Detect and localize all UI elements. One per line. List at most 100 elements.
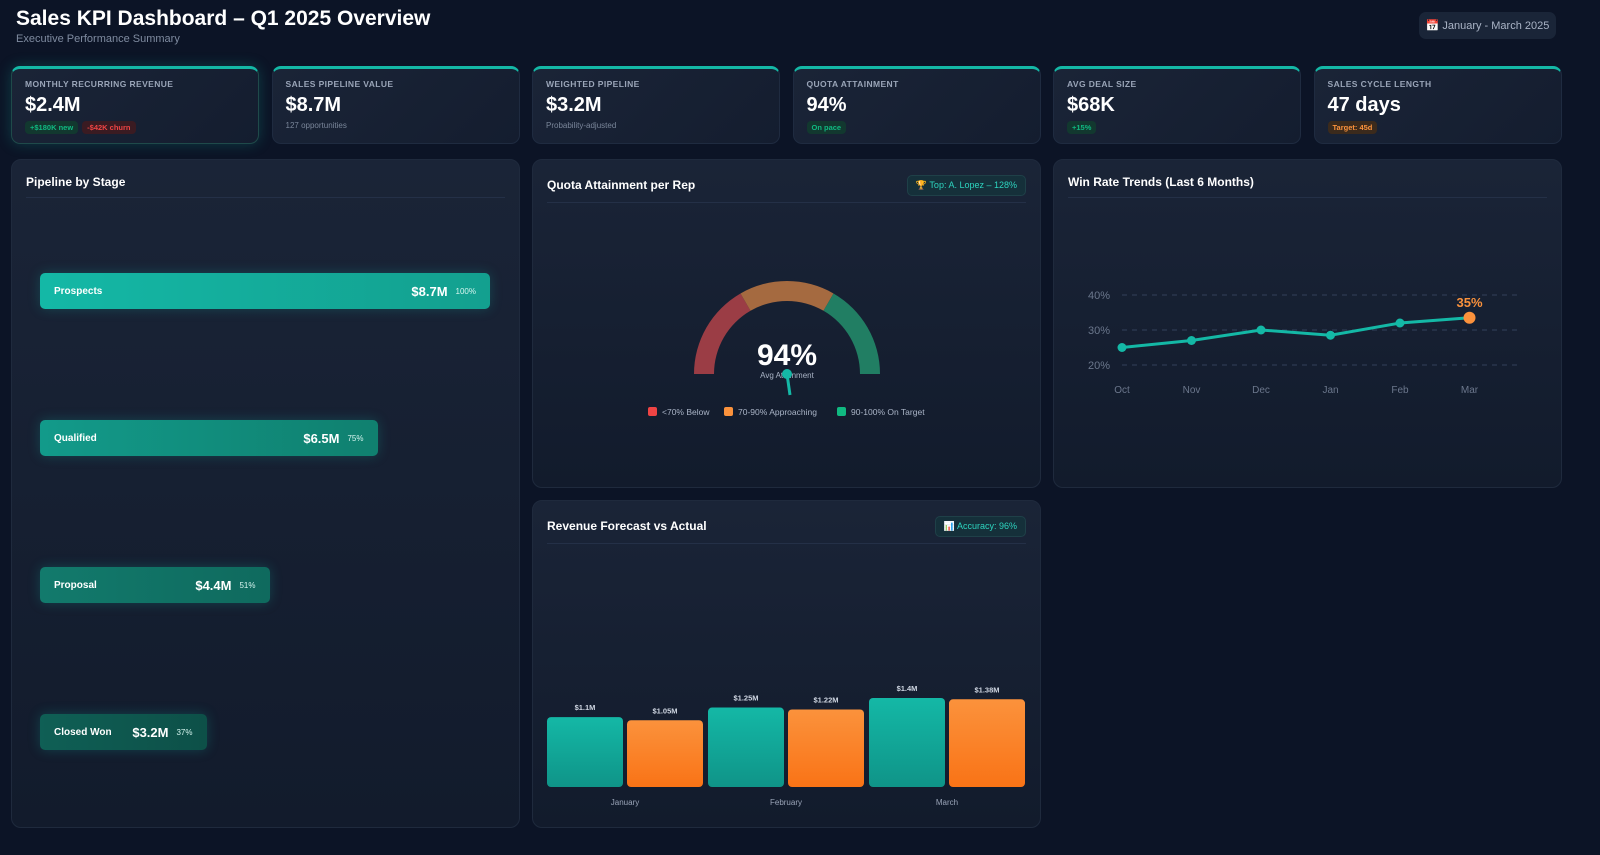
date-range-button[interactable]: 📅 January - March 2025: [1419, 12, 1556, 39]
y-tick-label: 30%: [1088, 325, 1110, 337]
kpi-card: SALES PIPELINE VALUE $8.7M 127 opportuniti…: [271, 66, 520, 144]
divider: [547, 543, 1026, 544]
calendar-icon: 📅: [1425, 20, 1440, 32]
data-point[interactable]: [1395, 318, 1405, 328]
legend-swatch: [837, 407, 846, 416]
x-tick-label: Jan: [1322, 385, 1338, 396]
kpi-value: 47 days: [1327, 94, 1401, 116]
gauge-segment-below: [694, 293, 751, 374]
win-rate-title: Win Rate Trends (Last 6 Months): [1068, 175, 1254, 189]
revenue-chart: $1.1M $1.05M January $1.25M $1.22M February $1…: [547, 684, 1025, 807]
kpi-card: SALES CYCLE LENGTH 47 days Target: 45d: [1313, 66, 1562, 144]
kpi-value: $2.4M: [25, 94, 81, 116]
actual-bar[interactable]: [627, 720, 703, 787]
kpi-value: $8.7M: [285, 94, 342, 116]
legend-label: 90-100% On Target: [851, 407, 925, 417]
data-point[interactable]: [1256, 325, 1266, 335]
x-tick-label: February: [770, 798, 802, 807]
gauge-segment-approaching: [740, 281, 834, 311]
kpi-label: WEIGHTED PIPELINE: [546, 79, 640, 89]
accuracy-badge: 📊 Accuracy: 96%: [934, 516, 1026, 537]
kpi-label: AVG DEAL SIZE: [1067, 79, 1137, 89]
revenue-title: Revenue Forecast vs Actual: [547, 519, 707, 533]
pipeline-bar[interactable]: Qualified $6.5M 75%: [40, 420, 378, 456]
data-point[interactable]: [1463, 311, 1476, 324]
kpi-card: QUOTA ATTAINMENT 94% On pace: [792, 66, 1041, 144]
win-rate-panel: Win Rate Trends (Last 6 Months) 20% 30% 40…: [1053, 159, 1562, 488]
pipeline-panel: Pipeline by Stage Prospects $8.7M 100% Qual…: [11, 159, 520, 828]
gauge-value: 94%: [757, 339, 817, 372]
kpi-badge: On pace: [806, 121, 847, 134]
win-rate-line: [1121, 316, 1470, 349]
bar-value-label: $1.1M: [575, 703, 596, 712]
stage-value: $8.7M: [411, 283, 448, 299]
stage-percent: 100%: [455, 286, 476, 296]
x-tick-label: Mar: [1461, 385, 1479, 396]
page-subtitle: Executive Performance Summary: [16, 33, 180, 45]
actual-bar[interactable]: [788, 709, 864, 787]
legend-label: 70-90% Approaching: [738, 407, 817, 417]
y-tick-label: 40%: [1088, 290, 1110, 302]
kpi-value: $3.2M: [546, 94, 602, 116]
data-point[interactable]: [1187, 336, 1196, 345]
win-rate-chart: 20% 30% 40% Oct Nov Dec Jan Feb Mar 35%: [1088, 290, 1520, 396]
kpi-card: WEIGHTED PIPELINE $3.2M Probability-adjust…: [532, 66, 780, 144]
gauge-chart: 94% Avg Attainment <70% Below 70-90% Appr…: [648, 281, 925, 417]
bar-value-label: $1.4M: [897, 684, 918, 693]
forecast-bar[interactable]: [547, 717, 623, 787]
kpi-label: MONTHLY RECURRING REVENUE: [25, 79, 174, 89]
kpi-badge: Target: 45d: [1327, 121, 1378, 134]
last-value-label: 35%: [1456, 295, 1482, 310]
stage-value: $4.4M: [195, 577, 232, 593]
forecast-bar[interactable]: [869, 698, 945, 787]
stage-percent: 75%: [347, 433, 364, 443]
x-tick-label: March: [936, 798, 958, 807]
kpi-value: 94%: [806, 94, 847, 116]
legend-swatch: [648, 407, 657, 416]
kpi-subtext: 127 opportunities: [285, 121, 347, 130]
kpi-value: $68K: [1067, 94, 1115, 116]
pipeline-bar[interactable]: Proposal $4.4M 51%: [40, 567, 270, 603]
pipeline-bar[interactable]: Closed Won $3.2M 37%: [40, 714, 207, 750]
stage-percent: 51%: [239, 580, 256, 590]
gauge-needle-hub: [782, 369, 792, 379]
divider: [1068, 197, 1547, 198]
stage-name: Closed Won: [54, 726, 112, 738]
x-tick-label: Feb: [1391, 385, 1409, 396]
data-point[interactable]: [1117, 343, 1127, 352]
revenue-panel: Revenue Forecast vs Actual 📊 Accuracy: 9…: [532, 500, 1041, 828]
divider: [26, 197, 505, 198]
quota-panel: Quota Attainment per Rep 🏆 Top: A. Lopez…: [532, 159, 1041, 488]
kpi-card: AVG DEAL SIZE $68K +15%: [1053, 66, 1301, 144]
legend-swatch: [724, 407, 733, 416]
stage-value: $6.5M: [303, 430, 340, 446]
stage-name: Qualified: [54, 432, 97, 444]
forecast-bar[interactable]: [708, 707, 784, 787]
bar-value-label: $1.22M: [813, 695, 838, 704]
x-tick-label: Oct: [1114, 385, 1130, 396]
kpi-badge: +15%: [1067, 121, 1097, 134]
divider: [547, 202, 1026, 203]
top-rep-badge: 🏆 Top: A. Lopez – 128%: [906, 175, 1026, 196]
date-range-label: January - March 2025: [1442, 19, 1550, 32]
y-tick-label: 20%: [1088, 360, 1110, 372]
stage-percent: 37%: [176, 727, 193, 737]
stage-value: $3.2M: [132, 724, 169, 740]
kpi-subtext: Probability-adjusted: [546, 121, 617, 130]
actual-bar[interactable]: [949, 699, 1025, 787]
kpi-badge: +$180K new: [25, 121, 79, 134]
quota-title: Quota Attainment per Rep: [547, 178, 696, 192]
gauge-segment-on-target: [823, 293, 880, 374]
bar-value-label: $1.05M: [652, 706, 677, 715]
bar-value-label: $1.38M: [974, 685, 999, 694]
kpi-card: MONTHLY RECURRING REVENUE $2.4M +$180K new…: [11, 66, 259, 144]
x-tick-label: Nov: [1183, 385, 1201, 396]
bar-value-label: $1.25M: [733, 694, 758, 703]
pipeline-bar[interactable]: Prospects $8.7M 100%: [40, 273, 490, 309]
kpi-label: SALES PIPELINE VALUE: [285, 79, 394, 89]
stage-name: Prospects: [54, 285, 103, 297]
data-point[interactable]: [1326, 330, 1335, 340]
stage-name: Proposal: [54, 579, 97, 591]
kpi-badge: -$42K churn: [82, 121, 136, 134]
x-tick-label: January: [611, 798, 639, 807]
